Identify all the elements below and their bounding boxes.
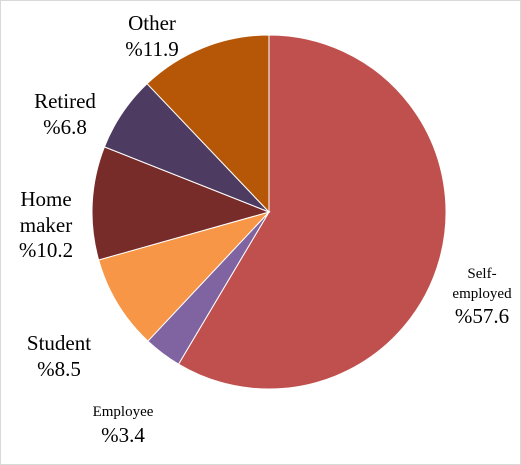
slice-label-retired: Retired %6.8 <box>15 89 115 140</box>
slice-label-student: Student %8.5 <box>9 331 109 382</box>
slice-label-employee-line1: Employee <box>92 404 154 420</box>
slice-label-self-employed-line2: employed <box>452 285 512 302</box>
slice-value-student: %8.5 <box>37 356 81 381</box>
slice-value-employee: %3.4 <box>101 422 145 447</box>
slice-label-other: Other %11.9 <box>97 11 207 62</box>
slice-label-home-maker-line1: Home <box>20 187 72 211</box>
pie-slice-self-employed <box>177 34 447 390</box>
slice-label-student-line1: Student <box>26 331 92 355</box>
pie-slice-other <box>146 34 270 214</box>
slice-label-employee: Employee %3.4 <box>68 403 178 447</box>
slice-label-other-line1: Other <box>128 11 176 35</box>
slice-label-retired-line1: Retired <box>34 89 96 113</box>
pie-slice-student <box>98 211 271 342</box>
slice-value-other: %11.9 <box>125 36 179 61</box>
slice-label-home-maker-line2: maker <box>19 212 73 237</box>
pie-slice-home-maker <box>91 146 271 261</box>
slice-label-self-employed-line1: Self- <box>467 266 497 282</box>
slice-value-self-employed: %57.6 <box>454 304 510 328</box>
slice-value-retired: %6.8 <box>43 114 87 139</box>
slice-label-self-employed: Self- employed %57.6 <box>439 265 521 328</box>
slice-label-home-maker: Home maker %10.2 <box>5 187 87 264</box>
slice-value-home-maker: %10.2 <box>18 238 74 263</box>
